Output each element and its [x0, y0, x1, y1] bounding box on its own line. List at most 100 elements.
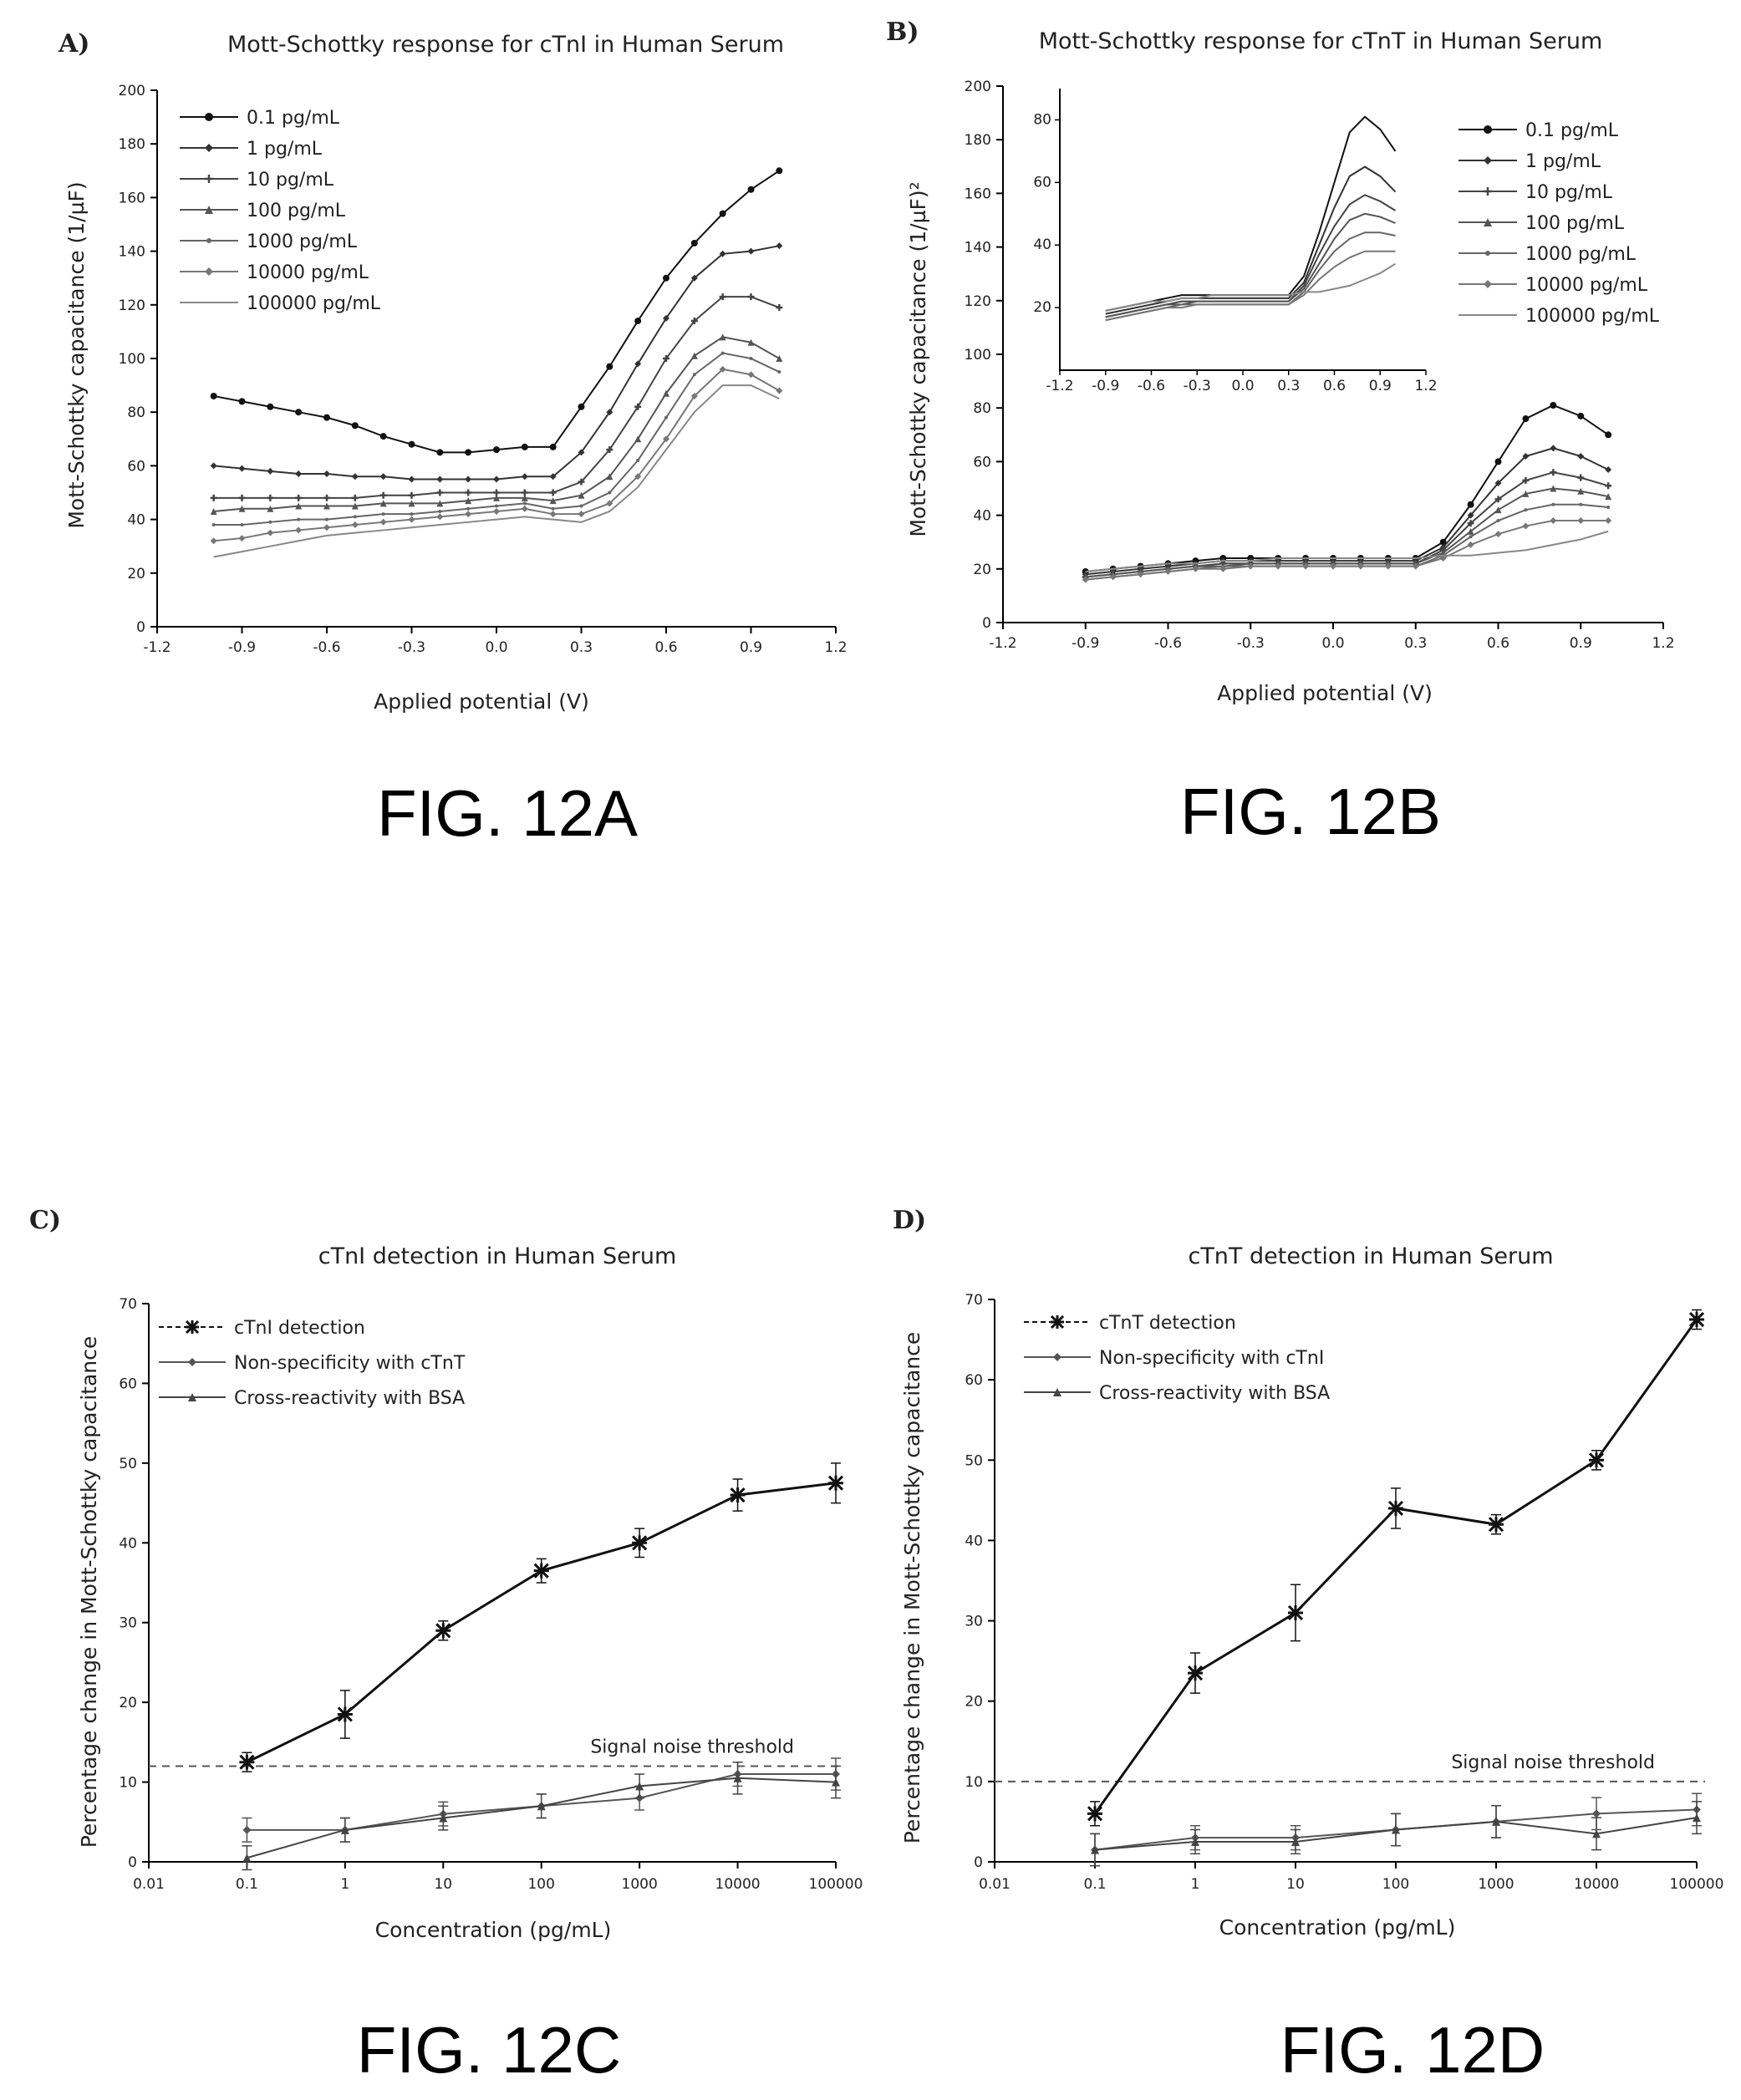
data-point-b	[1551, 502, 1555, 506]
data-point-a	[634, 318, 642, 325]
legend-marker	[205, 113, 213, 121]
y-tick-label: 40	[965, 1533, 983, 1549]
inset-x-tick-label: 0.0	[1231, 378, 1254, 394]
legend-marker	[1484, 125, 1492, 134]
panel-letter-c: C)	[29, 1206, 61, 1235]
data-point-c	[533, 1563, 549, 1579]
data-point-a	[465, 497, 472, 505]
data-point-b	[1412, 562, 1419, 570]
data-point-c	[730, 1487, 746, 1503]
data-point-a	[663, 389, 669, 397]
data-point-a	[465, 475, 472, 483]
inset-x-tick-label: -0.3	[1184, 378, 1211, 394]
y-tick-label: 30	[965, 1614, 983, 1630]
data-point-b	[1577, 487, 1585, 495]
y-tick-label: 80	[973, 400, 991, 417]
data-point-a	[606, 409, 613, 416]
data-point-a	[295, 494, 303, 501]
y-tick-label: 60	[127, 458, 145, 475]
legend-marker	[205, 175, 213, 183]
chart-title-a: Mott-Schottky response for cTnI in Human…	[227, 32, 784, 58]
data-point-a	[692, 373, 696, 377]
y-tick-label: 140	[119, 244, 145, 261]
data-point-a	[465, 511, 472, 518]
data-point-b	[1577, 412, 1585, 419]
plot-area-b: -1.2 -0.9 -0.6 -0.3 0.0 0.3 0.6 0.9 1.2 0 20 40 60 80…	[965, 79, 1675, 652]
y-tick-label: 60	[965, 1372, 983, 1389]
data-point-b	[1605, 431, 1612, 439]
x-tick-label: 1.2	[824, 639, 847, 656]
series-line-c	[246, 1482, 837, 1764]
x-tick-label: 0.1	[1083, 1876, 1106, 1893]
legend-entry: Cross-reactivity with BSA	[1099, 1383, 1330, 1404]
legend-marker	[1484, 218, 1492, 226]
legend-entry: 1 pg/mL	[1525, 151, 1601, 172]
x-axis-label-d: Concentration (pg/mL)	[1219, 1915, 1456, 1940]
data-point-a	[295, 502, 303, 510]
chart-title-c: cTnI detection in Human Serum	[318, 1243, 677, 1269]
x-tick-label: -1.2	[989, 635, 1016, 652]
plot-area-c: 0.01 0.1 1 10 100 1000 10000 100000 0 10 20 30 40 50 6…	[119, 1296, 863, 1893]
y-axis-label-a: Mott-Schottky capacitance (1/µF)	[64, 181, 89, 528]
series-line-a	[213, 384, 780, 558]
legend-marker	[188, 1358, 196, 1366]
inset-series-line	[1105, 165, 1397, 315]
data-point-a	[493, 507, 500, 515]
data-point-a	[240, 523, 244, 527]
data-point-b	[1577, 452, 1585, 460]
series-line-b	[1085, 487, 1609, 578]
data-point-d	[1688, 1311, 1705, 1328]
data-point-c	[635, 1782, 644, 1791]
y-tick-label: 0	[982, 615, 991, 632]
data-point-b	[1467, 527, 1474, 535]
x-tick-label: 0.3	[1404, 635, 1427, 652]
data-point-a	[606, 473, 613, 481]
y-tick-label: 200	[119, 83, 145, 99]
data-point-a	[579, 504, 583, 508]
legend-marker	[185, 1319, 200, 1335]
data-point-b	[1384, 562, 1392, 570]
data-point-c	[537, 1802, 546, 1811]
y-tick-label: 20	[973, 562, 991, 578]
threshold-label-d: Signal noise threshold	[1451, 1752, 1655, 1773]
legend-entry: 1 pg/mL	[247, 139, 323, 160]
data-point-d	[1191, 1837, 1199, 1846]
data-point-a	[238, 505, 246, 512]
data-point-a	[719, 293, 726, 301]
x-tick-label: 1.2	[1652, 635, 1674, 652]
x-tick-label: 100000	[809, 1876, 863, 1893]
data-point-d	[1091, 1845, 1099, 1854]
x-tick-label: 1	[1191, 1876, 1200, 1893]
data-point-a	[323, 414, 330, 421]
data-point-d	[1087, 1806, 1103, 1822]
data-point-b	[1302, 562, 1310, 570]
data-point-a	[606, 500, 613, 507]
data-point-a	[410, 512, 414, 516]
data-point-a	[747, 247, 755, 255]
data-point-a	[408, 491, 415, 499]
data-point-a	[719, 333, 726, 341]
inset-series-line	[1105, 231, 1396, 322]
panel-b: B) Mott-Schottky response for cTnT in Hu…	[886, 18, 1675, 848]
data-point-a	[549, 473, 557, 481]
data-point-a	[210, 537, 217, 545]
series-line-b	[1085, 447, 1609, 576]
data-point-d	[1291, 1837, 1300, 1846]
legend-entry: 1000 pg/mL	[1525, 244, 1637, 265]
data-point-a	[690, 352, 698, 359]
y-tick-label: 60	[973, 454, 991, 470]
legend-entry: Cross-reactivity with BSA	[234, 1388, 465, 1409]
inset-y-tick-label: 80	[1033, 111, 1051, 128]
data-point-b	[1522, 490, 1530, 497]
figure-caption-d: FIG. 12D	[1280, 2013, 1545, 2087]
x-tick-label: 100	[527, 1876, 554, 1893]
y-tick-label: 140	[965, 240, 991, 257]
data-point-a	[578, 491, 585, 499]
data-point-a	[436, 513, 444, 521]
data-point-b	[1522, 415, 1530, 423]
data-point-a	[210, 494, 217, 501]
y-tick-label: 180	[119, 136, 145, 153]
legend-entry: cTnI detection	[234, 1318, 365, 1339]
y-tick-label: 10	[965, 1774, 983, 1791]
series-line-b	[1085, 503, 1609, 581]
